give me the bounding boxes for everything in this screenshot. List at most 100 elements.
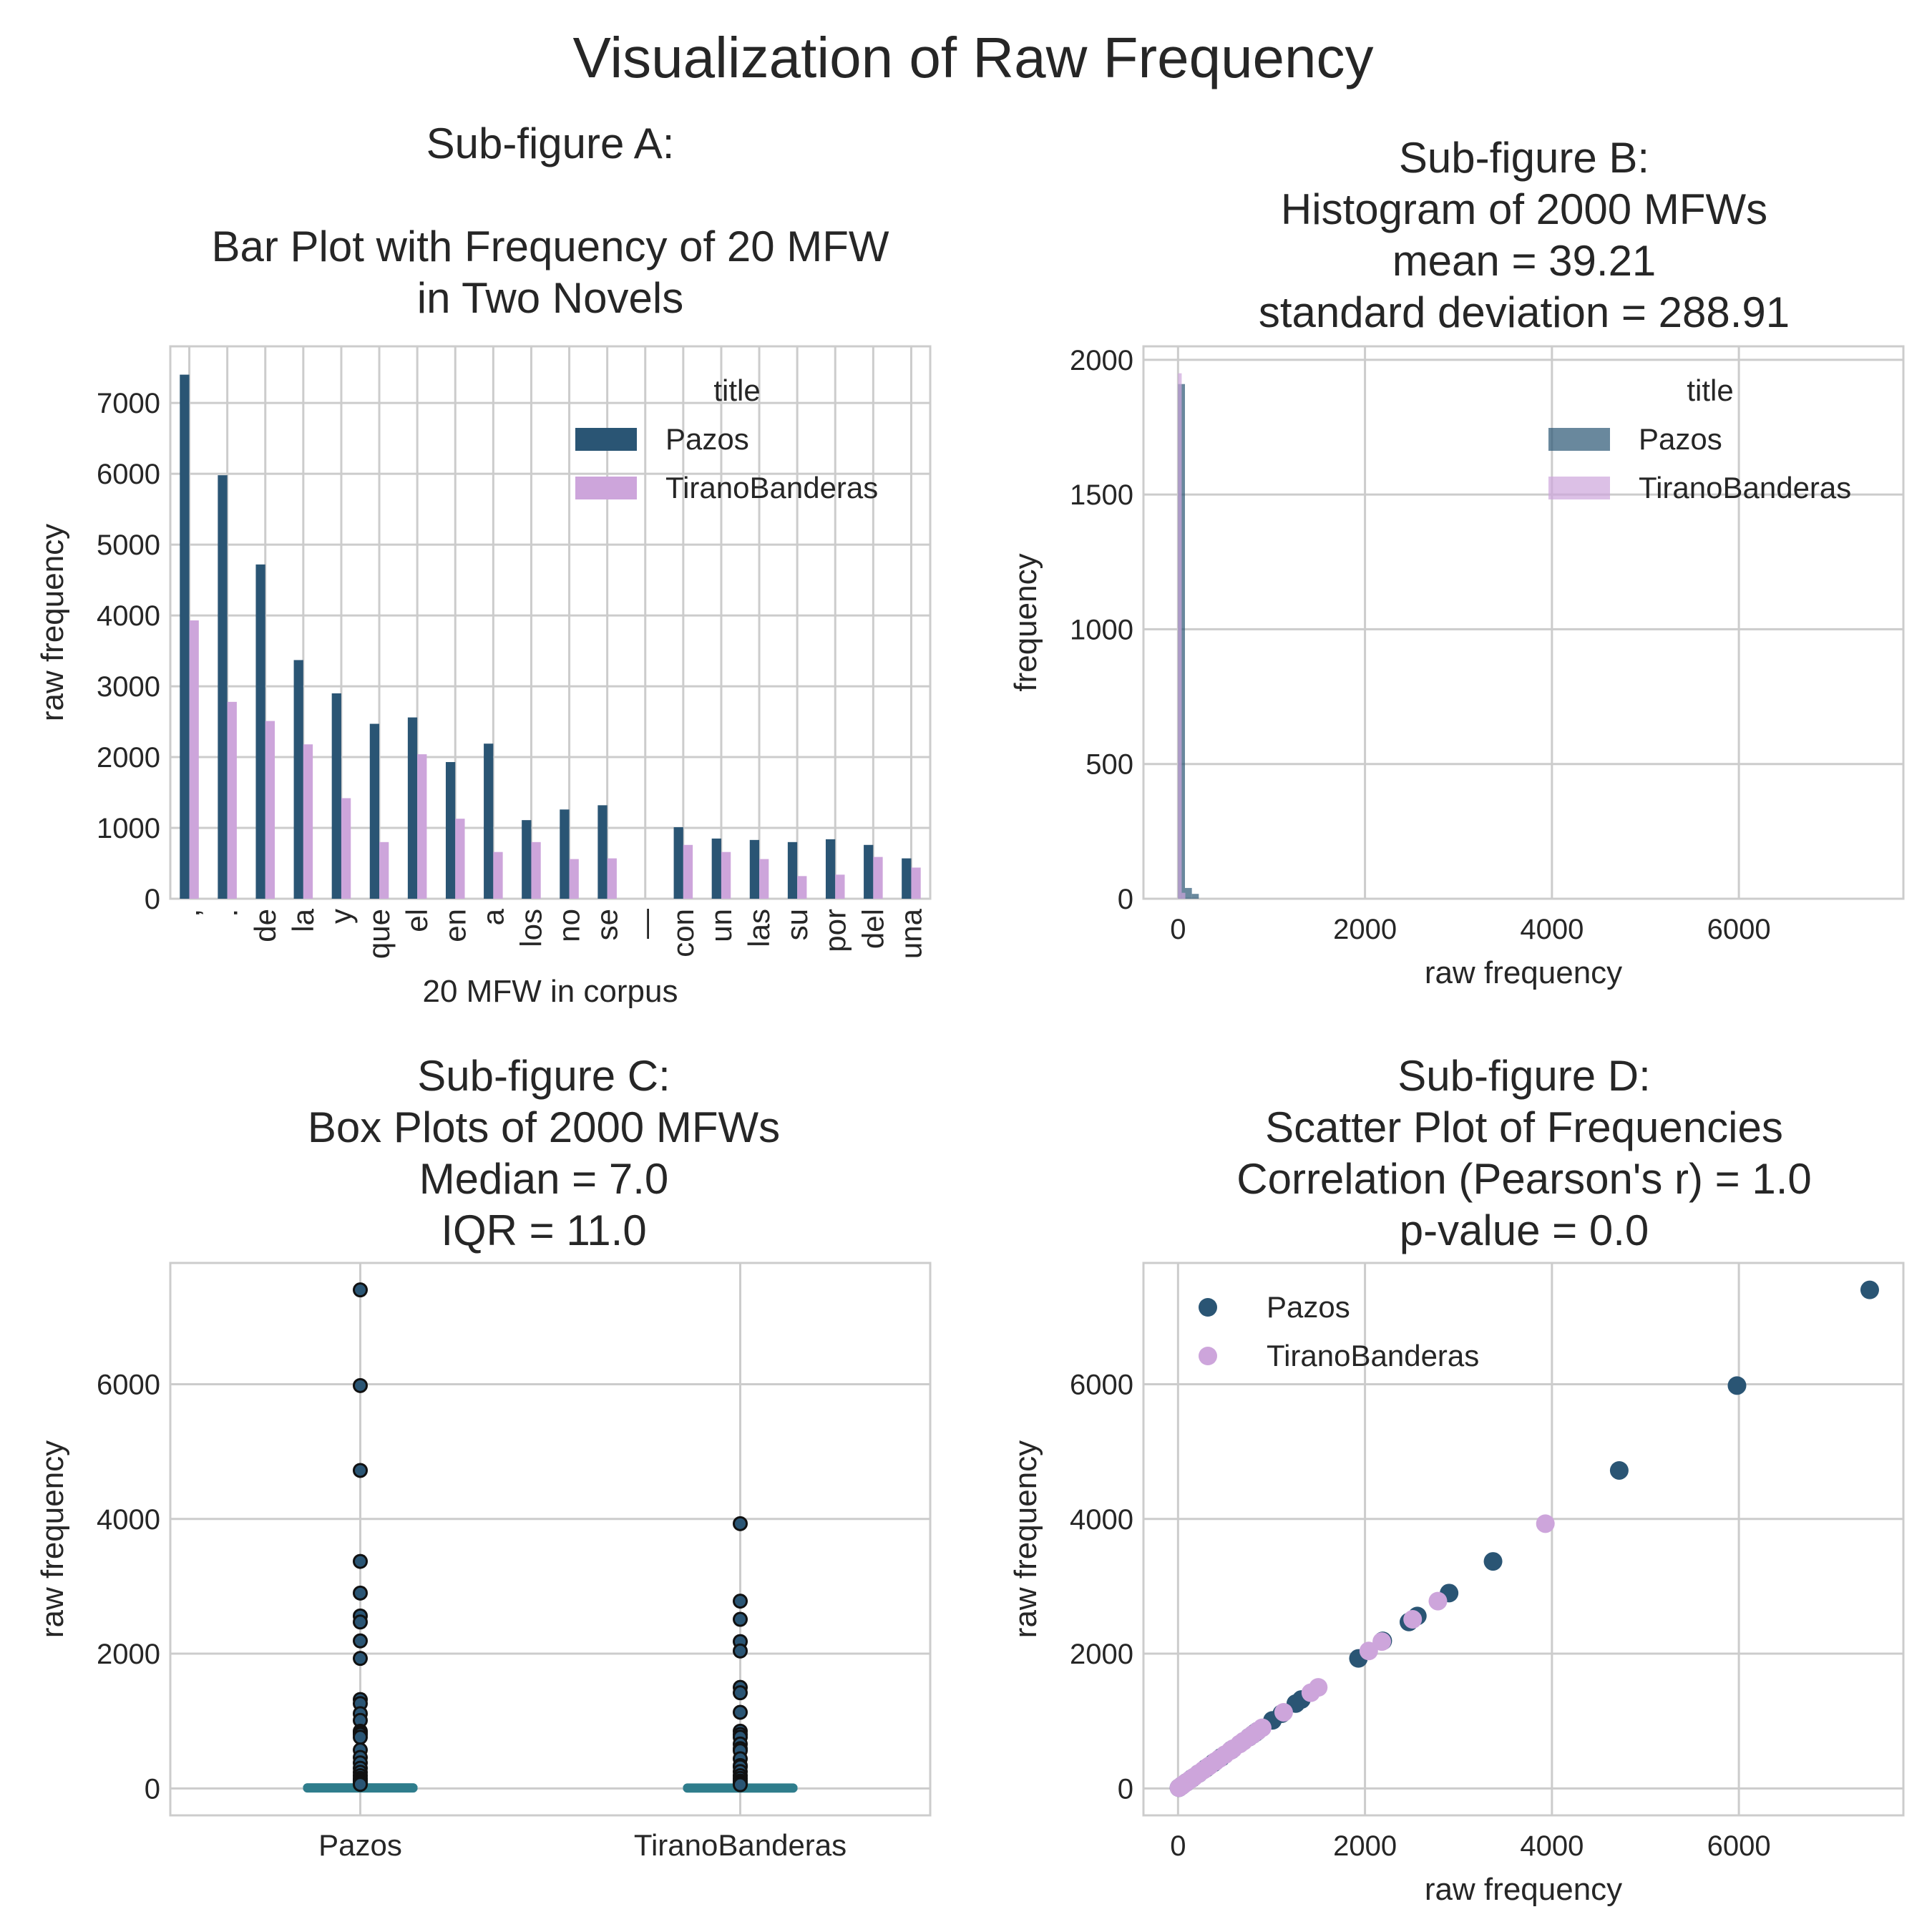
bar-pazos <box>864 844 874 899</box>
legend-swatch <box>575 428 637 451</box>
x-tick-label: de <box>248 909 282 942</box>
bar-tiranobanderas <box>911 867 921 899</box>
legend-label: TiranoBanderas <box>1267 1339 1479 1372</box>
bar-tiranobanderas <box>797 876 807 899</box>
subplot-title-line: p-value = 0.0 <box>1400 1206 1649 1254</box>
x-axis-label: 20 MFW in corpus <box>423 974 678 1009</box>
bar-tiranobanderas <box>721 852 731 899</box>
bar-pazos <box>787 841 798 899</box>
outlier-point <box>353 1729 368 1745</box>
figure-title: Visualization of Raw Frequency <box>572 26 1373 89</box>
legend-label: Pazos <box>1639 422 1722 456</box>
legend: Pazos TiranoBanderas <box>1199 1290 1479 1372</box>
bar-tiranobanderas <box>303 744 313 899</box>
bar-tiranobanderas <box>759 859 769 899</box>
y-tick-label: 5000 <box>97 530 160 561</box>
bar-tiranobanderas <box>417 754 427 899</box>
y-tick-label: 500 <box>1085 749 1133 781</box>
plot-area <box>169 345 932 900</box>
y-tick-label: 0 <box>145 884 160 915</box>
x-tick-label: 6000 <box>1707 1830 1771 1862</box>
x-tick-label: , <box>172 909 206 917</box>
x-tick-label: . <box>210 909 244 917</box>
outlier-point <box>353 1553 368 1569</box>
bar-pazos <box>445 761 456 899</box>
y-axis-label: raw frequency <box>35 1440 70 1638</box>
x-tick-label: — <box>628 909 662 939</box>
y-tick-label: 0 <box>1118 884 1133 915</box>
y-tick-label: 6000 <box>97 459 160 490</box>
outlier-point <box>353 1614 368 1630</box>
outlier-point <box>733 1516 748 1531</box>
bar-pazos <box>218 475 228 899</box>
bar-pazos <box>407 717 418 899</box>
subfigure-c: Sub-figure C:Box Plots of 2000 MFWsMedia… <box>35 1052 932 1862</box>
subfigure-b: Sub-figure B:Histogram of 2000 MFWsmean … <box>1008 134 1905 990</box>
outlier-point <box>733 1643 748 1659</box>
x-tick-label: 2000 <box>1333 914 1397 945</box>
legend-label: TiranoBanderas <box>665 471 878 504</box>
x-tick-label: los <box>514 909 547 947</box>
y-tick-label: 0 <box>145 1773 160 1805</box>
x-tick-label: una <box>894 908 927 959</box>
bar-tiranobanderas <box>873 857 883 899</box>
scatter-point-tiranobanderas <box>1359 1641 1378 1661</box>
legend: title Pazos TiranoBanderas <box>575 374 878 504</box>
legend-title: title <box>1687 374 1733 407</box>
x-tick-label: 0 <box>1170 914 1186 945</box>
scatter-point-tiranobanderas <box>1372 1632 1392 1652</box>
scatter-point-tiranobanderas <box>1169 1778 1189 1797</box>
bar-pazos <box>484 743 494 899</box>
scatter-point-pazos <box>1727 1376 1747 1395</box>
subplot-title-line: Sub-figure D: <box>1397 1052 1651 1100</box>
subplot-title-line: Median = 7.0 <box>419 1155 669 1203</box>
outlier-point <box>733 1685 748 1701</box>
subfigure-a: Sub-figure A: Bar Plot with Frequency of … <box>35 119 932 1009</box>
outlier-point <box>733 1594 748 1609</box>
x-tick-label: por <box>818 909 852 952</box>
scatter-point-pazos <box>1860 1280 1879 1299</box>
plot-area <box>169 1262 932 1817</box>
legend-label: Pazos <box>1267 1290 1350 1324</box>
subplot-title-line: standard deviation = 288.91 <box>1259 288 1790 336</box>
scatter-point-tiranobanderas <box>1536 1514 1555 1533</box>
y-tick-label: 1000 <box>1070 614 1133 645</box>
x-tick-label: del <box>856 909 889 949</box>
subplot-title-line: Scatter Plot of Frequencies <box>1265 1103 1783 1151</box>
legend-swatch <box>1548 428 1610 451</box>
outlier-point <box>353 1377 368 1393</box>
x-tick-label: su <box>780 909 814 940</box>
outlier-point <box>353 1463 368 1478</box>
bar-tiranobanderas <box>835 874 845 899</box>
bar-tiranobanderas <box>493 852 503 899</box>
subplot-title-line: Sub-figure A: <box>426 119 675 167</box>
bar-pazos <box>522 820 532 899</box>
bar-pazos <box>331 693 341 899</box>
legend: title Pazos TiranoBanderas <box>1548 374 1851 504</box>
x-tick-label: se <box>590 909 624 940</box>
y-tick-label: 2000 <box>1070 345 1133 376</box>
x-axis-label: raw frequency <box>1425 955 1622 990</box>
x-tick-label: TiranoBanderas <box>634 1828 847 1862</box>
y-tick-label: 2000 <box>1070 1639 1133 1670</box>
y-tick-label: 2000 <box>97 1639 160 1670</box>
bar-pazos <box>255 564 265 899</box>
hist-bar-tiranobanderas <box>1178 373 1182 899</box>
subplot-title-line: Box Plots of 2000 MFWs <box>308 1103 780 1151</box>
y-tick-label: 1000 <box>97 813 160 844</box>
scatter-point-pazos <box>1609 1460 1629 1480</box>
x-tick-label: en <box>438 909 472 942</box>
scatter-point-tiranobanderas <box>1274 1702 1293 1722</box>
bar-pazos <box>597 805 608 899</box>
legend-label: TiranoBanderas <box>1639 471 1851 504</box>
legend-label: Pazos <box>665 422 749 456</box>
bar-tiranobanderas <box>569 859 579 899</box>
bar-tiranobanderas <box>531 841 541 899</box>
subplot-title-line: Histogram of 2000 MFWs <box>1281 185 1767 233</box>
x-tick-label: que <box>362 909 396 959</box>
x-tick-label: 4000 <box>1520 1830 1584 1862</box>
scatter-point-pazos <box>1483 1552 1503 1571</box>
x-tick-label: el <box>400 909 434 932</box>
y-tick-label: 4000 <box>97 600 160 632</box>
